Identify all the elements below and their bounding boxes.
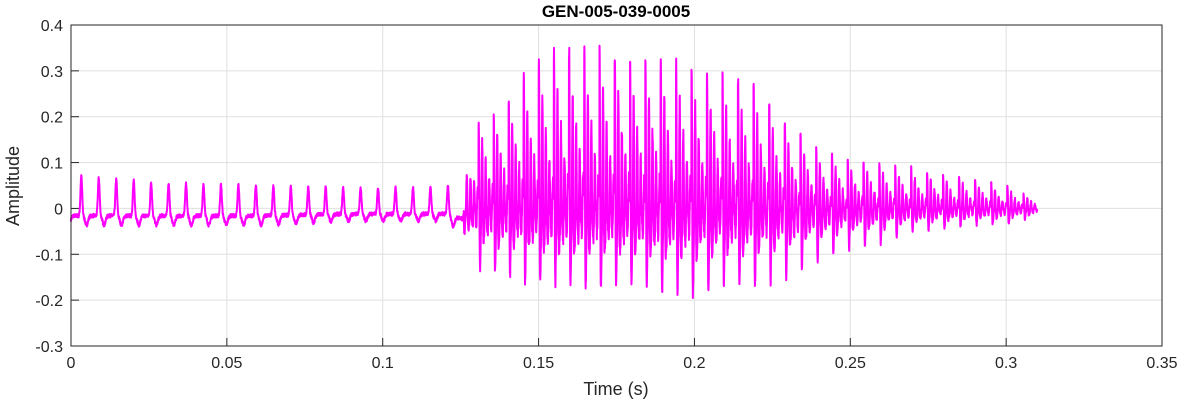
x-tick-label: 0.1 [372, 355, 394, 372]
grid [70, 24, 1163, 347]
waveform-line [70, 44, 1039, 299]
x-tick-label: 0.15 [523, 355, 554, 372]
y-tick-label: 0 [54, 201, 63, 218]
x-tick-label: 0.35 [1146, 355, 1177, 372]
x-tick-label: 0.3 [995, 355, 1017, 372]
y-tick-label: 0.3 [41, 64, 63, 81]
x-tick-label: 0.25 [835, 355, 866, 372]
axes-box [70, 24, 1163, 347]
chart-title: GEN-005-039-0005 [542, 2, 690, 21]
y-tick-label: 0.1 [41, 156, 63, 173]
plot-area [71, 25, 1162, 346]
x-tick-label: 0.05 [211, 355, 242, 372]
y-tick-label: -0.2 [35, 293, 63, 310]
y-tick-label: 0.4 [41, 18, 63, 35]
y-tick-label: -0.1 [35, 247, 63, 264]
x-tick-label: 0 [67, 355, 76, 372]
y-tick-label: -0.3 [35, 339, 63, 356]
x-axis-label: Time (s) [583, 379, 648, 399]
ticks: 0 0.05 0.1 0.15 0.2 0.25 0.3 0.35 -0.3 -0.2 -0.1 0 0… [35, 18, 1177, 372]
y-axis-label: Amplitude [3, 146, 23, 226]
x-tick-label: 0.2 [683, 355, 705, 372]
y-tick-label: 0.2 [41, 110, 63, 127]
